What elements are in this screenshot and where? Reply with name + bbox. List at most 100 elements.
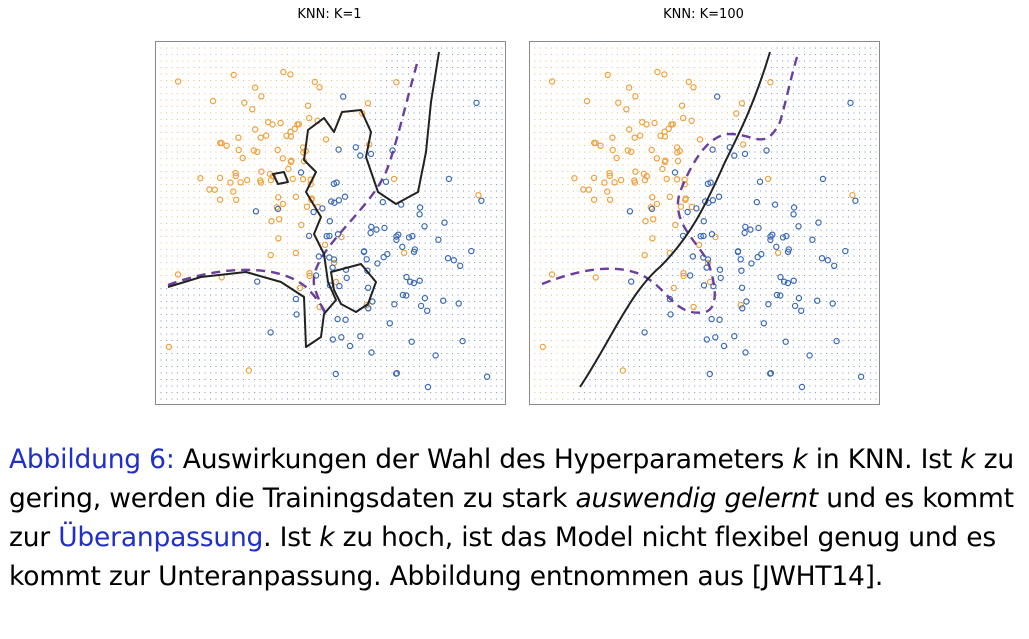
orange-point xyxy=(767,79,774,86)
blue-point xyxy=(435,236,442,243)
blue-point xyxy=(648,205,656,213)
orange-point xyxy=(688,117,695,125)
orange-point xyxy=(585,186,593,193)
knn-decision-boundary xyxy=(330,263,377,313)
orange-point xyxy=(232,196,240,203)
blue-point xyxy=(783,232,790,240)
orange-point xyxy=(174,78,182,85)
orange-point xyxy=(209,97,217,105)
blue-point xyxy=(342,316,349,323)
blue-point xyxy=(363,256,370,263)
orange-point xyxy=(690,84,697,91)
orange-point xyxy=(303,203,311,210)
orange-point xyxy=(229,188,237,195)
orange-point xyxy=(625,84,633,91)
blue-point xyxy=(326,232,333,240)
blue-point xyxy=(457,262,464,269)
orange-point xyxy=(712,233,719,241)
blue-point xyxy=(766,370,774,377)
orange-point xyxy=(737,301,744,309)
orange-point xyxy=(316,84,323,91)
orange-point xyxy=(631,134,638,141)
blue-point xyxy=(716,266,724,273)
blue-point xyxy=(689,253,697,260)
orange-point xyxy=(390,175,398,183)
blue-point xyxy=(335,197,343,204)
orange-point xyxy=(311,78,318,86)
figure-caption: Abbildung 6: Auswirkungen der Wahl des H… xyxy=(9,444,1014,592)
orange-point xyxy=(305,114,313,122)
blue-point xyxy=(700,282,708,289)
orange-point xyxy=(592,139,599,147)
blue-point xyxy=(809,236,816,243)
blue-point xyxy=(743,298,750,305)
blue-point xyxy=(824,256,831,264)
overfitting-link[interactable]: Überanpassung xyxy=(58,522,264,553)
orange-point xyxy=(653,155,661,162)
orange-point xyxy=(606,172,614,180)
blue-point xyxy=(403,273,410,281)
orange-point xyxy=(364,100,372,107)
blue-point xyxy=(365,305,372,312)
blue-point xyxy=(754,253,761,261)
blue-point xyxy=(274,205,282,213)
orange-point xyxy=(296,284,303,292)
blue-point xyxy=(833,337,840,345)
orange-point xyxy=(685,78,692,86)
blue-point xyxy=(852,197,859,204)
orange-point xyxy=(670,284,677,292)
blue-point xyxy=(357,152,364,159)
blue-point xyxy=(305,232,313,240)
figure-label: Abbildung 6: xyxy=(9,444,175,475)
orange-point xyxy=(643,172,651,180)
blue-point xyxy=(847,99,854,107)
blue-point xyxy=(312,272,320,279)
training-points xyxy=(539,68,865,391)
blue-point xyxy=(742,349,749,356)
blue-point xyxy=(367,150,375,158)
orange-point xyxy=(393,79,400,86)
blue-point xyxy=(381,224,388,232)
blue-point xyxy=(399,291,407,299)
blue-point xyxy=(468,247,475,255)
blue-point xyxy=(747,226,754,233)
blue-point xyxy=(709,197,717,204)
orange-point xyxy=(275,235,282,242)
orange-point xyxy=(615,99,622,106)
orange-point xyxy=(306,272,313,280)
orange-point xyxy=(661,71,668,78)
orange-point xyxy=(690,303,697,311)
orange-point xyxy=(283,132,290,140)
orange-point xyxy=(232,169,239,177)
orange-point xyxy=(250,147,258,154)
blue-point xyxy=(780,278,788,285)
orange-point xyxy=(275,216,283,223)
blue-point xyxy=(700,232,707,240)
orange-point xyxy=(597,142,604,150)
orange-point xyxy=(249,106,256,113)
blue-point xyxy=(641,329,648,336)
orange-point xyxy=(606,169,613,177)
blue-point xyxy=(352,144,359,151)
blue-point xyxy=(334,230,342,238)
blue-point xyxy=(379,198,386,206)
knn-k1-panel: KNN: K=1 xyxy=(155,7,506,405)
blue-point xyxy=(686,272,694,279)
orange-point xyxy=(604,71,611,79)
blue-point xyxy=(773,291,781,299)
blue-point xyxy=(806,352,813,359)
knn-k1-plot xyxy=(155,41,506,405)
orange-point xyxy=(636,132,644,139)
orange-point xyxy=(258,168,265,175)
blue-point xyxy=(763,147,770,154)
orange-point xyxy=(661,158,668,166)
orange-point xyxy=(299,175,307,183)
blue-point xyxy=(364,284,372,291)
orange-point xyxy=(583,97,591,105)
blue-point xyxy=(416,204,424,211)
blue-point xyxy=(706,370,713,378)
orange-point xyxy=(257,134,264,141)
blue-point xyxy=(416,277,423,284)
blue-point xyxy=(408,338,415,345)
blue-point xyxy=(741,150,749,158)
